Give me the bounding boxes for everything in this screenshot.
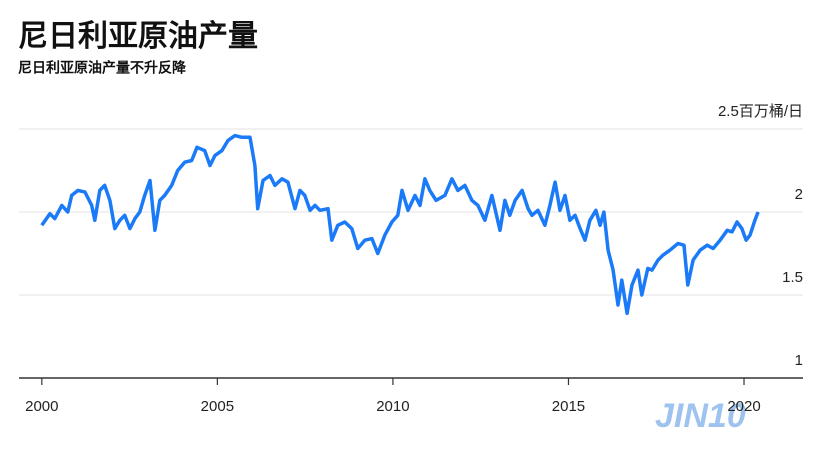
y-tick-label: 1.5 [782,269,803,286]
x-tick-label: 2000 [25,398,58,415]
y-tick-label: 2.5百万桶/日 [718,103,803,120]
x-tick-label: 2015 [552,398,585,415]
data-line [40,133,760,316]
watermark: JIN10 [655,397,746,435]
chart-subtitle: 尼日利亚原油产量不升反降 [18,60,187,76]
y-tick-label: 1 [795,352,803,369]
y-tick-label: 2 [795,186,803,203]
x-tick-label: 2010 [376,398,409,415]
x-tick-label: 2005 [201,398,234,415]
x-tick-label: 2020 [727,398,760,415]
chart-title: 尼日利亚原油产量 [18,19,258,54]
